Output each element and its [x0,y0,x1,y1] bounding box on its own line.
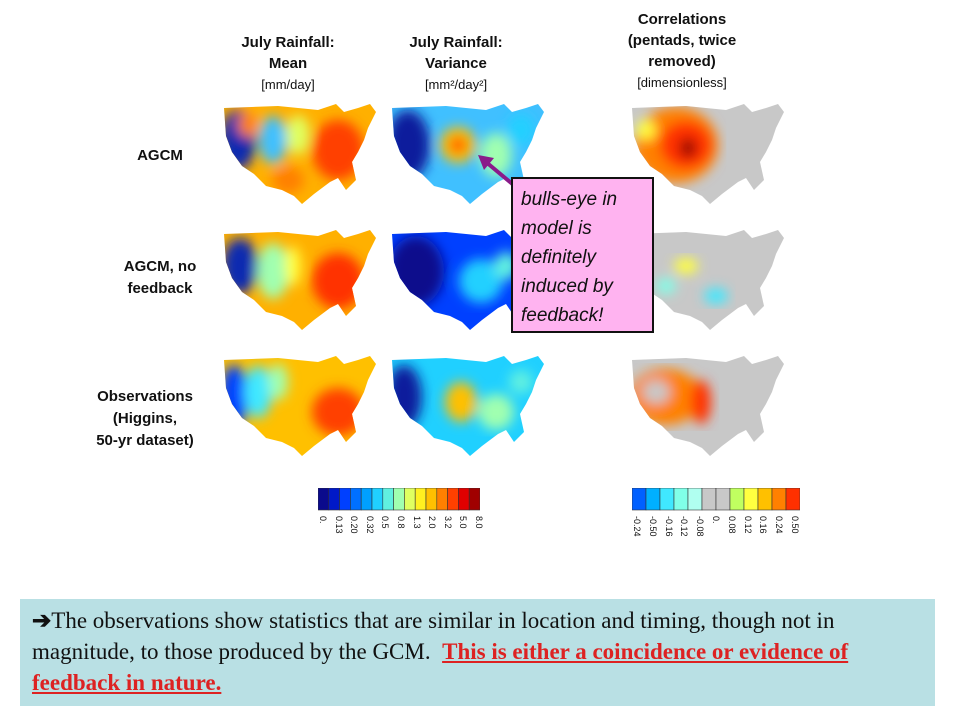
colorbar-tick-label: 0. [318,516,328,524]
colorbar-swatch [757,488,773,511]
map-agcm-correlation [632,104,784,204]
conclusion-text-box: ➔The observations show statistics that a… [20,599,935,706]
colorbar-swatch [436,488,448,511]
row-label-agcm-no-feedback: AGCM, no feedback [90,256,230,300]
colorbar-swatch [743,488,759,511]
colorbar-swatch [729,488,745,511]
colorbar-tick-label: -0.24 [632,516,642,537]
colorbar-correlation [632,488,800,511]
column-title-3: removed) [648,53,716,70]
colorbar-swatch [360,488,373,511]
column-header-mean: July Rainfall: Mean [mm/day] [218,32,358,95]
row-label-line: (Higgins, [112,410,178,427]
colorbar-swatch [701,488,717,511]
colorbar-swatch [715,488,731,511]
column-title: July Rainfall: [241,34,335,51]
colorbar-swatch [447,488,459,511]
colorbar-swatch [328,488,340,511]
column-title: Correlations [637,11,727,28]
map-agcm-nofeedback-correlation [632,230,784,330]
colorbar-tick-label: 1.3 [411,516,422,529]
map-agcm-mean [224,104,376,204]
colorbar-swatch [687,488,703,511]
row-label-line: Observations [97,388,193,405]
column-unit: [mm/day] [261,77,315,92]
colorbar-swatch [425,488,438,511]
row-label-observations: Observations (Higgins, 50-yr dataset) [70,386,220,452]
colorbar-tick-label: -0.08 [695,516,706,537]
callout-text: bulls-eye in model is definitely induced… [521,189,618,326]
colorbar-swatch [659,488,675,511]
row-label-line: AGCM, no [123,258,197,275]
colorbar-swatch [468,488,480,511]
colorbar-tick-label: -0.50 [647,516,658,537]
colorbar-swatch [382,488,394,511]
colorbar-tick-label: 0.8 [396,516,406,529]
colorbar-tick-label: -0.12 [679,516,690,537]
colorbar-tick-label: 5.0 [458,516,469,529]
colorbar-tick-label: -0.16 [663,516,674,537]
colorbar-tick-label: 0.13 [333,516,344,534]
colorbar-swatch [318,488,330,511]
colorbar-swatch [404,488,416,511]
colorbar-tick-label: 0.5 [380,516,391,529]
feedback-callout: bulls-eye in model is definitely induced… [511,177,654,333]
colorbar-tick-label: 0.32 [364,516,375,534]
colorbar-tick-label: 0.20 [349,516,360,534]
map-observations-mean [224,356,376,456]
column-unit: [mm²/day²] [424,77,488,92]
row-label-agcm: AGCM [90,145,230,167]
colorbar-swatch [771,488,787,511]
conclusion-highlight: This is either a coincidence or evidence… [32,639,849,695]
colorbar-tick-label: 8.0 [474,516,484,529]
column-title-2: Mean [268,55,308,72]
row-label-line: AGCM [137,147,183,164]
conclusion-text: The observations show statistics that ar… [32,608,835,664]
map-observations-correlation [632,356,784,456]
column-header-variance: July Rainfall: Variance [mm²/day²] [386,32,526,95]
column-header-correlations: Correlations (pentads, twice removed) [d… [592,9,772,93]
colorbar-tick-label: 0.16 [758,516,769,534]
colorbar-swatch [371,488,384,511]
colorbar-swatch [458,488,470,511]
colorbar-swatch [785,488,800,511]
map-observations-variance [392,356,544,456]
colorbar-tick-label: 2.0 [427,516,438,529]
colorbar-tick-label: 0.24 [774,516,785,534]
colorbar-swatch [673,488,689,511]
row-label-line: 50-yr dataset) [96,432,194,449]
arrow-icon: ➔ [32,608,52,633]
colorbar-swatch [393,488,405,511]
column-title-2: (pentads, twice [627,32,737,49]
colorbar-swatch [350,488,362,511]
colorbar-tick-label: 3.2 [442,516,453,529]
colorbar-tick-label: 0.08 [726,516,737,534]
map-agcm-nofeedback-mean [224,230,376,330]
colorbar-tick-label: 0. [711,516,721,524]
colorbar-swatch [339,488,351,511]
colorbar-swatch [414,488,427,511]
column-title-2: Variance [425,55,487,72]
column-title: July Rainfall: [409,34,503,51]
colorbar-rainfall [318,488,480,511]
row-label-line: feedback [127,280,193,297]
colorbar-swatch [632,488,647,511]
colorbar-tick-label: 0.50 [790,516,800,534]
colorbar-tick-label: 0.12 [742,516,753,534]
colorbar-swatch [645,488,661,511]
column-unit: [dimensionless] [637,75,727,90]
